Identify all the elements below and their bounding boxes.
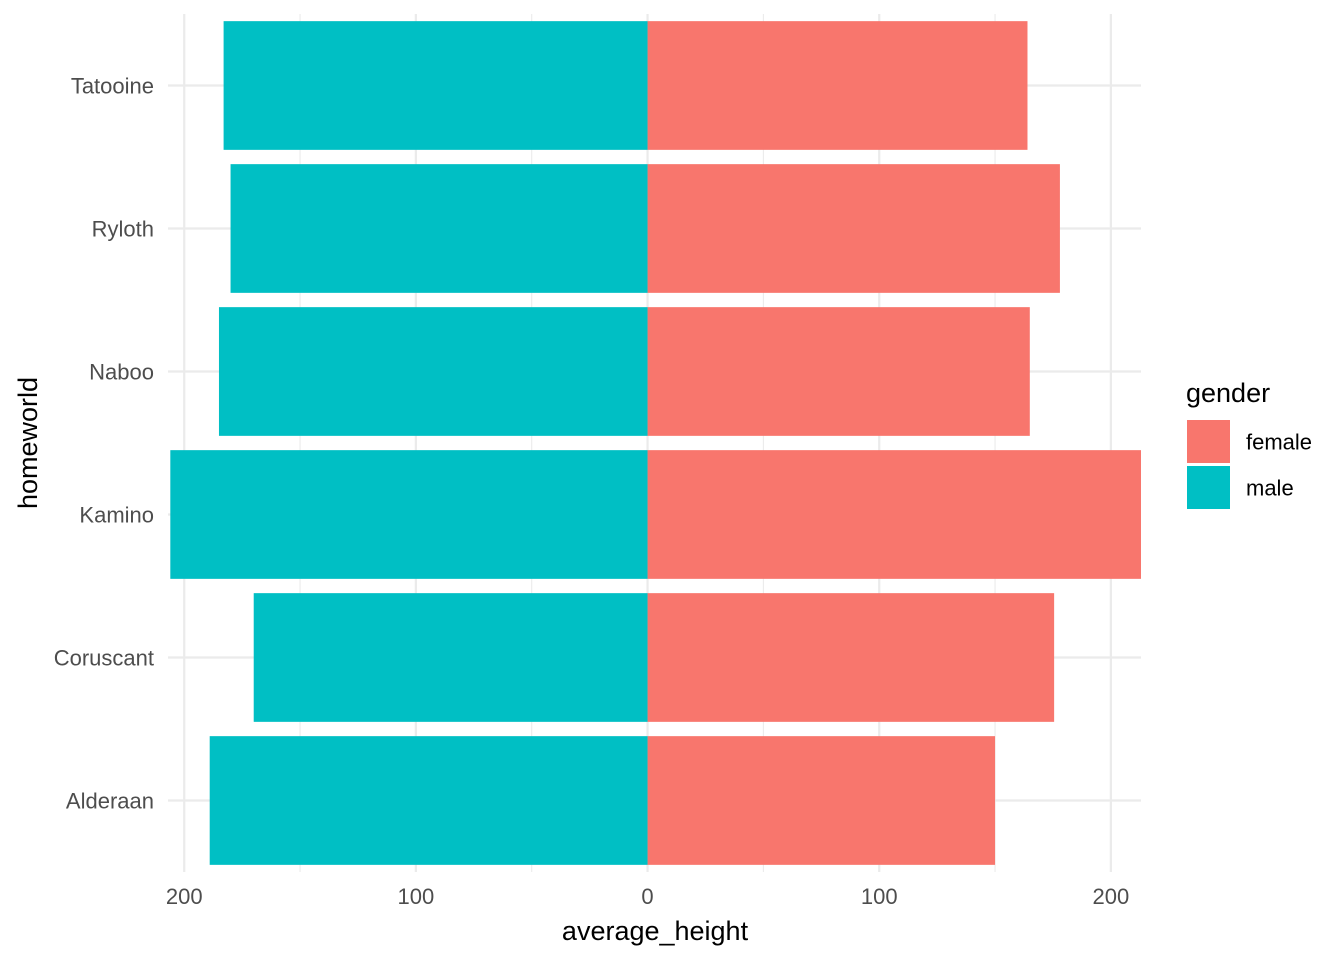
legend-title: gender xyxy=(1186,378,1270,408)
legend-entries: female male xyxy=(1187,420,1312,509)
bar-male-alderaan xyxy=(209,736,648,865)
bar-female-alderaan xyxy=(647,736,996,865)
y-tick-label: Naboo xyxy=(89,360,154,385)
y-tick-label: Coruscant xyxy=(54,646,154,671)
legend: gender female male xyxy=(1186,378,1312,509)
legend-key-female xyxy=(1187,420,1230,463)
y-axis-title: homeworld xyxy=(13,377,43,509)
y-tick-label: Tatooine xyxy=(71,74,154,99)
x-tick-label: 200 xyxy=(166,884,203,909)
x-tick-label: 100 xyxy=(861,884,898,909)
bar-female-naboo xyxy=(647,307,1030,436)
y-tick-label: Kamino xyxy=(79,503,154,528)
legend-key-male xyxy=(1187,466,1230,509)
y-tick-label: Alderaan xyxy=(66,789,154,814)
bar-male-kamino xyxy=(170,450,648,579)
x-tick-labels: 200 100 0 100 200 xyxy=(166,884,1129,909)
bar-female-ryloth xyxy=(647,164,1060,293)
bar-female-coruscant xyxy=(647,593,1055,722)
legend-label-male: male xyxy=(1246,476,1294,501)
x-axis-title: average_height xyxy=(562,916,749,946)
bar-female-tatooine xyxy=(647,21,1028,150)
legend-label-female: female xyxy=(1246,430,1312,455)
bar-female-kamino xyxy=(647,450,1141,579)
x-tick-label: 200 xyxy=(1093,884,1130,909)
y-tick-label: Ryloth xyxy=(92,217,154,242)
bar-male-tatooine xyxy=(223,21,648,150)
x-tick-label: 0 xyxy=(641,884,653,909)
x-tick-label: 100 xyxy=(398,884,435,909)
y-tick-labels: Alderaan Coruscant Kamino Naboo Ryloth Tatooi… xyxy=(54,74,154,814)
bar-male-naboo xyxy=(218,307,648,436)
bar-male-coruscant xyxy=(253,593,648,722)
bar-male-ryloth xyxy=(230,164,648,293)
bars-layer xyxy=(170,21,1141,865)
